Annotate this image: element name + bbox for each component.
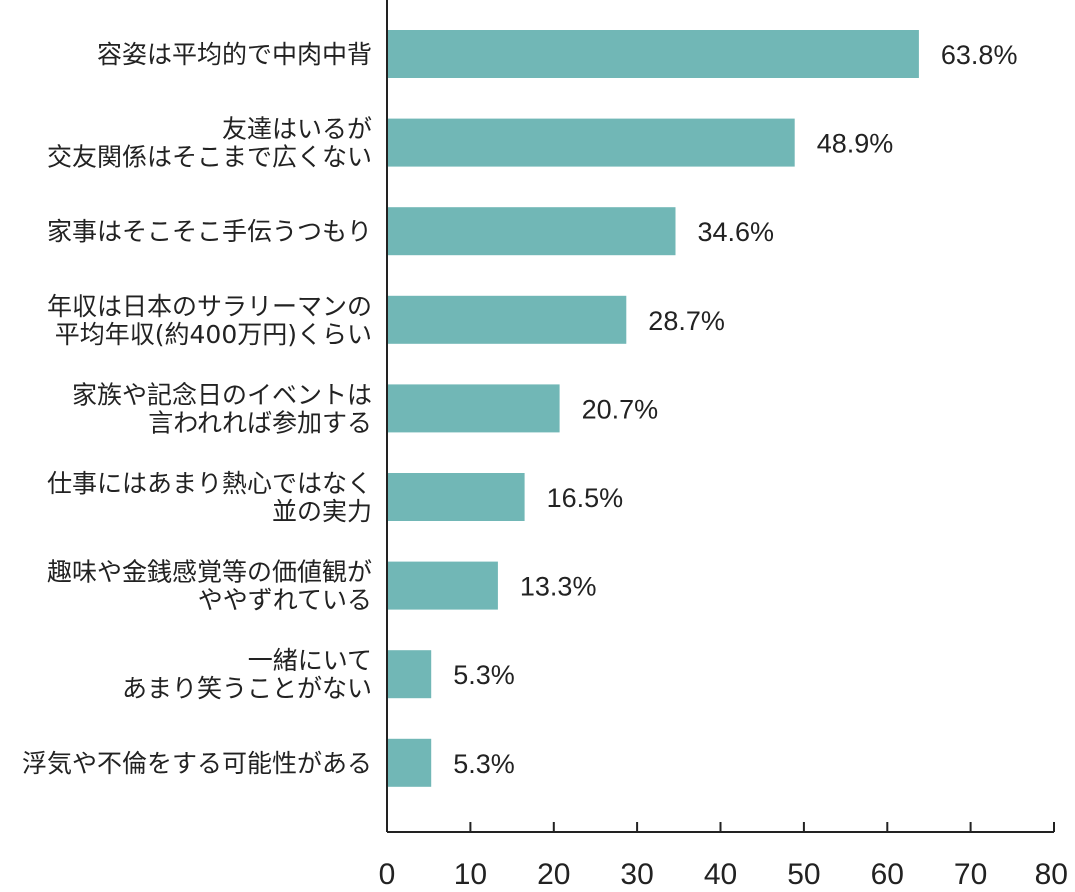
category-label-2-line-2: 交友関係はそこまで広くない — [47, 143, 372, 172]
category-label-4: 年収は日本のサラリーマンの平均年収(約400万円)くらい — [47, 292, 372, 349]
value-label-1: 63.8% — [941, 40, 1018, 70]
category-label-8-line-2: あまり笑うことがない — [122, 674, 372, 703]
category-label-6-line-2: 並の実力 — [272, 497, 372, 526]
x-tick-label-10: 10 — [454, 858, 487, 891]
category-label-1-line-1: 容姿は平均的で中肉中背 — [97, 40, 372, 69]
category-label-7-line-1: 趣味や金銭感覚等の価値観が — [47, 558, 372, 587]
value-label-3: 34.6% — [698, 217, 775, 247]
category-label-2: 友達はいるが交友関係はそこまで広くない — [47, 115, 372, 172]
category-label-4-line-2: 平均年収(約400万円)くらい — [55, 320, 372, 349]
value-labels: 63.8% 48.9% 34.6% 28.7% 20.7% 16.5% 13.3% 5.3% 5… — [453, 40, 1017, 779]
category-label-3-line-1: 家事はそこそこ手伝うつもり — [47, 217, 372, 246]
value-label-8: 5.3% — [453, 660, 515, 690]
category-label-8-line-1: 一緒にいて — [248, 646, 372, 675]
category-label-6: 仕事にはあまり熱心ではなく並の実力 — [47, 469, 372, 526]
category-label-7: 趣味や金銭感覚等の価値観がややずれている — [47, 558, 372, 615]
category-label-5-line-1: 家族や記念日のイベントは — [72, 380, 372, 409]
x-tick-label-20: 20 — [537, 858, 570, 891]
bar-6 — [387, 473, 525, 521]
bars-layer — [387, 30, 919, 787]
category-label-6-line-1: 仕事にはあまり熱心ではなく — [47, 469, 372, 498]
value-label-4: 28.7% — [648, 306, 725, 336]
bar-1 — [387, 30, 919, 78]
x-tick-label-40: 40 — [704, 858, 737, 891]
bar-3 — [387, 207, 676, 256]
bar-9 — [387, 738, 432, 787]
x-tick-label-60: 60 — [871, 858, 904, 891]
category-labels: 容姿は平均的で中肉中背友達はいるが交友関係はそこまで広くない家事はそこそこ手伝う… — [22, 40, 372, 778]
category-label-8: 一緒にいてあまり笑うことがない — [122, 646, 372, 703]
value-label-5: 20.7% — [582, 394, 659, 424]
category-label-2-line-1: 友達はいるが — [222, 115, 372, 144]
bar-4 — [387, 295, 627, 344]
category-label-4-line-1: 年収は日本のサラリーマンの — [47, 292, 372, 321]
x-tick-label-70: 70 — [954, 858, 987, 891]
value-label-6: 16.5% — [547, 483, 624, 513]
category-label-9: 浮気や不倫をする可能性がある — [22, 749, 372, 778]
category-label-9-line-1: 浮気や不倫をする可能性がある — [22, 749, 372, 778]
category-label-1: 容姿は平均的で中肉中背 — [97, 40, 372, 69]
category-label-5: 家族や記念日のイベントは言われれば参加する — [72, 380, 372, 437]
category-label-3: 家事はそこそこ手伝うつもり — [47, 217, 372, 246]
x-tick-label-30: 30 — [620, 858, 653, 891]
bar-5 — [387, 384, 560, 433]
category-label-5-line-2: 言われれば参加する — [148, 408, 372, 437]
value-label-9: 5.3% — [453, 749, 515, 779]
value-label-2: 48.9% — [817, 129, 894, 159]
x-axis: 0 10 20 30 40 50 60 70 80 — [379, 0, 1068, 891]
x-tick-label-0: 0 — [379, 858, 396, 891]
x-tick-label-50: 50 — [787, 858, 820, 891]
bar-8 — [387, 650, 432, 699]
bar-2 — [387, 118, 795, 167]
value-label-7: 13.3% — [520, 572, 597, 602]
category-label-7-line-2: ややずれている — [198, 586, 372, 615]
x-tick-label-80: 80 — [1035, 858, 1068, 891]
bar-7 — [387, 561, 498, 610]
